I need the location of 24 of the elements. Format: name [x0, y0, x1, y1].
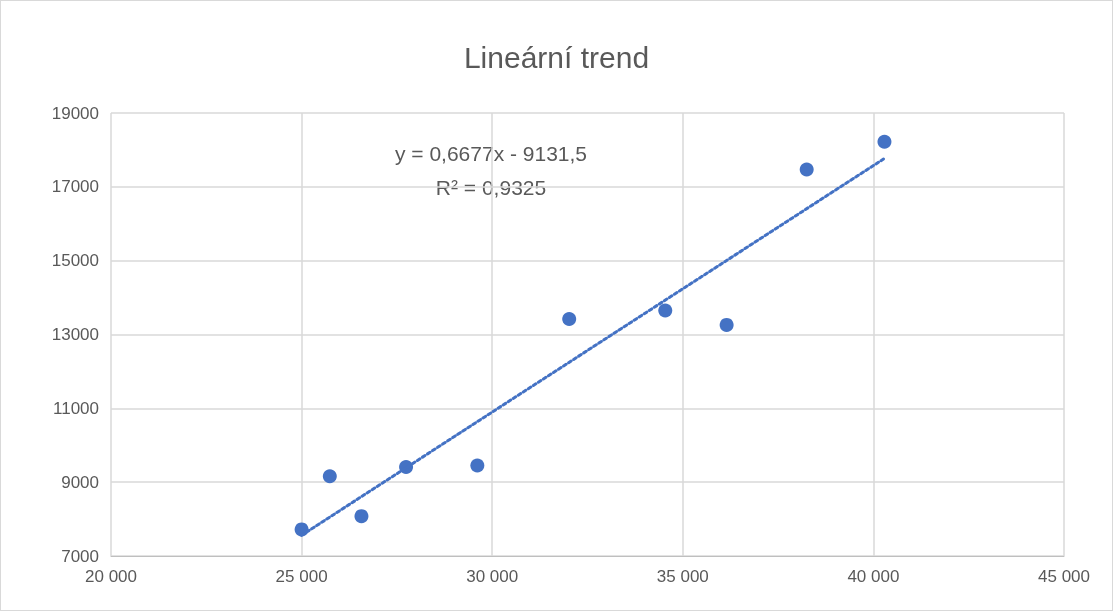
y-tick-label: 13000: [51, 325, 99, 344]
point: [658, 303, 673, 318]
x-tick-label: 30 000: [466, 567, 519, 586]
y-tick-label: 15000: [51, 251, 99, 271]
y-tick-label: 9000: [61, 472, 99, 492]
point: [562, 312, 577, 326]
point: [719, 317, 734, 332]
x-tick-label: 25 000: [275, 567, 328, 586]
annotation: y = 0,6677x - 9131,5: [394, 142, 588, 165]
y-tick-label: 11000: [52, 398, 99, 418]
x-tick-label: 20 000: [85, 567, 137, 586]
chart-title: Lineární trend: [463, 40, 650, 74]
y-tick-label: 19000: [51, 103, 99, 123]
point: [322, 469, 337, 484]
point: [470, 458, 485, 473]
point: [877, 134, 892, 149]
y-tick-label: 17000: [51, 177, 99, 197]
y-tick-label: 7000: [61, 546, 99, 566]
annotation: R² = 0,9325: [435, 176, 547, 199]
x-tick-label: 45 000: [1038, 567, 1090, 586]
point: [354, 509, 369, 524]
point: [799, 162, 814, 177]
x-tick-label: 35 000: [656, 567, 709, 586]
x-tick-label: 40 000: [847, 567, 900, 586]
